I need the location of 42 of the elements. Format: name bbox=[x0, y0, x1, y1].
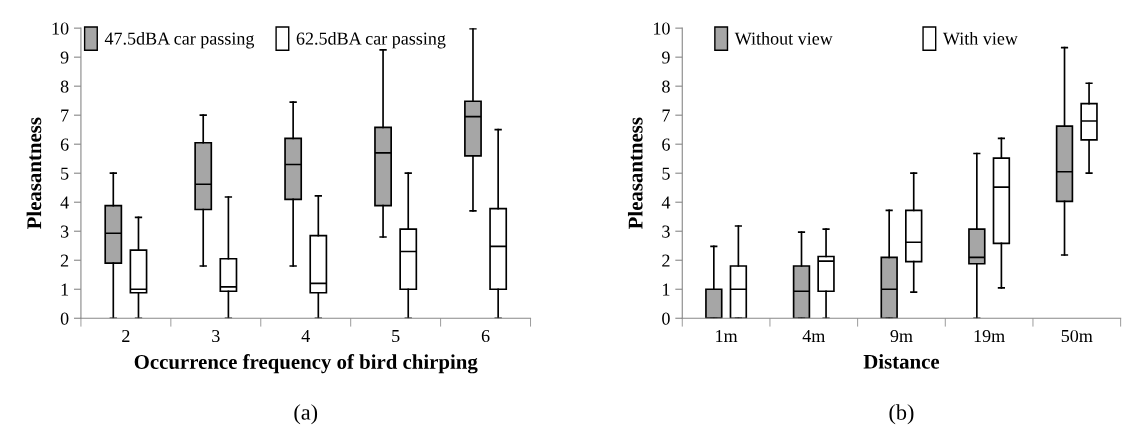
legend-label: With view bbox=[942, 31, 1018, 45]
x-axis-title: Distance bbox=[863, 354, 940, 369]
x-tick-label: 9m bbox=[890, 329, 913, 343]
y-tick-label: 1 bbox=[61, 283, 69, 296]
x-tick-label: 2 bbox=[122, 329, 130, 342]
y-tick-label: 2 bbox=[60, 254, 69, 267]
y-tick-label: 9 bbox=[662, 51, 670, 64]
x-tick-label: 5 bbox=[392, 330, 400, 343]
x-tick-label: 4 bbox=[301, 330, 310, 342]
y-tick-label: 10 bbox=[52, 22, 69, 35]
y-axis-title: Pleasantness bbox=[627, 117, 643, 229]
x-tick-label: 4m bbox=[802, 330, 826, 342]
y-tick-label: 3 bbox=[662, 225, 670, 238]
y-tick-label: 7 bbox=[61, 109, 69, 122]
legend-label: Without view bbox=[734, 31, 833, 45]
legend-label: 62.5dBA car passing bbox=[296, 31, 446, 49]
y-tick-label: 7 bbox=[662, 109, 670, 122]
y-tick-label: 1 bbox=[663, 283, 670, 296]
y-tick-label: 4 bbox=[60, 196, 69, 209]
y-tick-label: 0 bbox=[662, 312, 670, 325]
x-tick-label: 50m bbox=[1061, 329, 1093, 343]
y-tick-label: 9 bbox=[60, 51, 69, 64]
y-tick-label: 8 bbox=[60, 80, 69, 93]
x-axis-title: Occurrence frequency of bird chirping bbox=[134, 354, 478, 374]
y-tick-label: 5 bbox=[662, 167, 670, 180]
y-tick-label: 2 bbox=[662, 254, 670, 267]
y-tick-label: 6 bbox=[662, 138, 670, 151]
y-axis-title: Pleasantness bbox=[26, 117, 42, 229]
x-tick-label: 1m bbox=[716, 329, 738, 342]
x-tick-label: 6 bbox=[481, 329, 490, 343]
x-tick-label: 3 bbox=[212, 329, 220, 343]
y-tick-label: 5 bbox=[61, 167, 69, 180]
y-tick-label: 4 bbox=[661, 196, 671, 209]
y-tick-label: 10 bbox=[654, 22, 670, 35]
y-tick-label: 0 bbox=[60, 312, 69, 325]
x-tick-label: 19m bbox=[974, 329, 1005, 343]
y-tick-label: 8 bbox=[662, 80, 670, 93]
legend-label: 47.5dBA car passing bbox=[104, 31, 255, 49]
text: (a) bbox=[294, 404, 318, 425]
y-tick-label: 6 bbox=[60, 138, 69, 151]
text: (b) bbox=[889, 404, 914, 425]
y-tick-label: 3 bbox=[60, 225, 69, 238]
